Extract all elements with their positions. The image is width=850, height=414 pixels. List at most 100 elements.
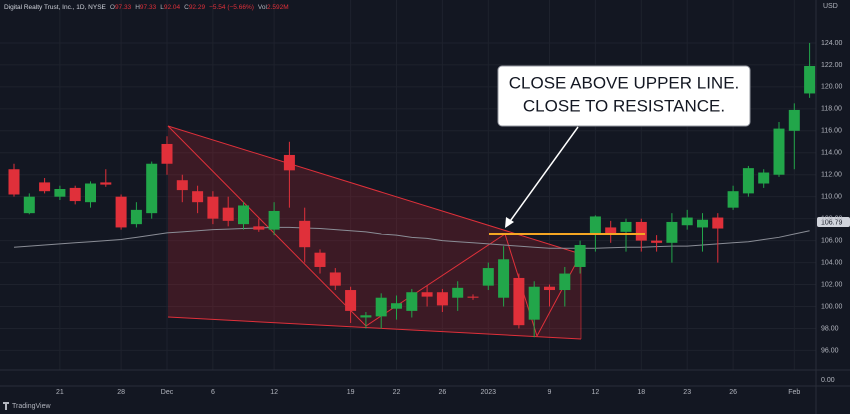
candle-body — [192, 191, 204, 203]
candle-body — [589, 216, 601, 235]
candle-body — [161, 143, 173, 164]
candle-body — [620, 221, 632, 232]
candle-body — [452, 287, 464, 298]
candle-body — [100, 182, 112, 185]
y-tick-label: 104.00 — [821, 259, 843, 266]
x-tick-label: Dec — [161, 389, 174, 396]
x-tick-label: 6 — [211, 389, 215, 396]
candle-body — [115, 196, 127, 228]
callout-arrowhead — [505, 217, 514, 228]
y-tick-label: 114.00 — [821, 150, 842, 157]
candle-body — [559, 273, 571, 291]
field-value: 92.29 — [189, 4, 206, 11]
y-tick-label: 120.00 — [821, 84, 843, 91]
x-tick-label: 28 — [117, 389, 125, 396]
x-tick-label: 12 — [592, 389, 600, 396]
y-tick-label: 110.00 — [821, 194, 842, 201]
x-tick-label: 9 — [548, 389, 552, 396]
wedge-fill — [168, 126, 581, 339]
x-tick-label: 18 — [637, 389, 645, 396]
field-key: H — [135, 4, 140, 11]
callout-text: CLOSE ABOVE UPPER LINE. — [509, 73, 740, 92]
candle-body — [69, 187, 81, 202]
x-tick-label: 2023 — [481, 389, 497, 396]
field-value: 92.04 — [164, 4, 181, 11]
y-tick-label: 122.00 — [821, 62, 843, 69]
y-tick-label: 100.00 — [821, 303, 843, 310]
y-tick-label: 102.00 — [821, 281, 843, 288]
x-tick-label: 23 — [683, 389, 691, 396]
candle-body — [314, 252, 326, 267]
candle-body — [54, 189, 66, 197]
candle-body — [788, 109, 800, 131]
moving-average — [13, 226, 810, 249]
candle-body — [436, 292, 448, 306]
legend-header: Digital Realty Trust, Inc., 1D, NYSE O97.… — [4, 4, 289, 11]
volume-key: Vol — [258, 4, 268, 11]
candle-body — [498, 259, 510, 298]
y-tick-label: 106.00 — [821, 237, 843, 244]
field-key: C — [184, 4, 189, 11]
y-tick-label: 108.00 — [821, 215, 843, 222]
callout-arrow — [507, 126, 579, 225]
x-tick-label: 19 — [347, 389, 355, 396]
candle-body — [528, 286, 540, 320]
y-tick-label: 96.00 — [821, 347, 839, 354]
last-price-label: 106.79 — [821, 219, 843, 226]
callout-text: CLOSE TO RESISTANCE. — [523, 96, 725, 115]
field-value: 97.33 — [115, 4, 132, 11]
x-tick-label: Feb — [788, 389, 800, 396]
brand: TradingView — [12, 403, 51, 410]
candle-body — [283, 154, 295, 171]
candle-body — [39, 182, 51, 192]
candle-body — [666, 221, 678, 243]
candle-body — [238, 205, 249, 225]
y-tick-label: 124.00 — [821, 40, 843, 47]
candle-body — [574, 245, 586, 267]
wedge-upper-line — [167, 125, 582, 255]
callout-box — [497, 65, 751, 127]
candles-layer — [8, 42, 816, 338]
y-tick-label: 98.00 — [821, 325, 839, 332]
candle-body — [758, 172, 770, 184]
legend-text: Digital Realty Trust, Inc., 1D, NYSE O97.… — [4, 4, 289, 11]
x-tick-label: 26 — [729, 389, 737, 396]
candle-body — [130, 209, 142, 225]
currency: USD — [823, 3, 838, 10]
y-tick-label: 116.00 — [821, 128, 842, 135]
x-tick-label: 22 — [393, 389, 401, 396]
candle-body — [651, 240, 663, 243]
candle-body — [146, 163, 158, 214]
wedge-lower-line — [167, 316, 582, 340]
field-key: L — [160, 4, 164, 11]
candle-body — [467, 296, 479, 298]
candle-body — [605, 227, 617, 235]
grid-layer — [0, 0, 816, 370]
candle-body — [482, 268, 494, 286]
candle-body — [329, 272, 341, 286]
volume-value: 2.592M — [267, 4, 289, 11]
y-tick-label: 112.00 — [821, 172, 842, 179]
candle-body — [360, 315, 372, 318]
field-key: O — [110, 4, 115, 11]
candle-body — [712, 217, 724, 229]
candle-body — [391, 303, 402, 309]
last-price-tag — [817, 217, 850, 227]
field-value: 97.33 — [140, 4, 157, 11]
volume-axis-label: 0.00 — [821, 377, 835, 384]
candle-body — [406, 292, 418, 311]
change: −5.54 (−5.66%) — [209, 4, 254, 11]
candle-body — [375, 297, 387, 317]
candle-body — [742, 168, 754, 194]
x-tick-label: 26 — [439, 389, 447, 396]
candle-body — [299, 220, 311, 248]
symbol: Digital Realty Trust, Inc., 1D, NYSE — [4, 4, 107, 11]
candle-body — [804, 66, 816, 94]
candle-body — [8, 169, 20, 195]
brand-logo — [3, 402, 9, 410]
candle-body — [268, 210, 280, 230]
candle-body — [23, 196, 35, 214]
x-tick-label: 12 — [270, 389, 278, 396]
